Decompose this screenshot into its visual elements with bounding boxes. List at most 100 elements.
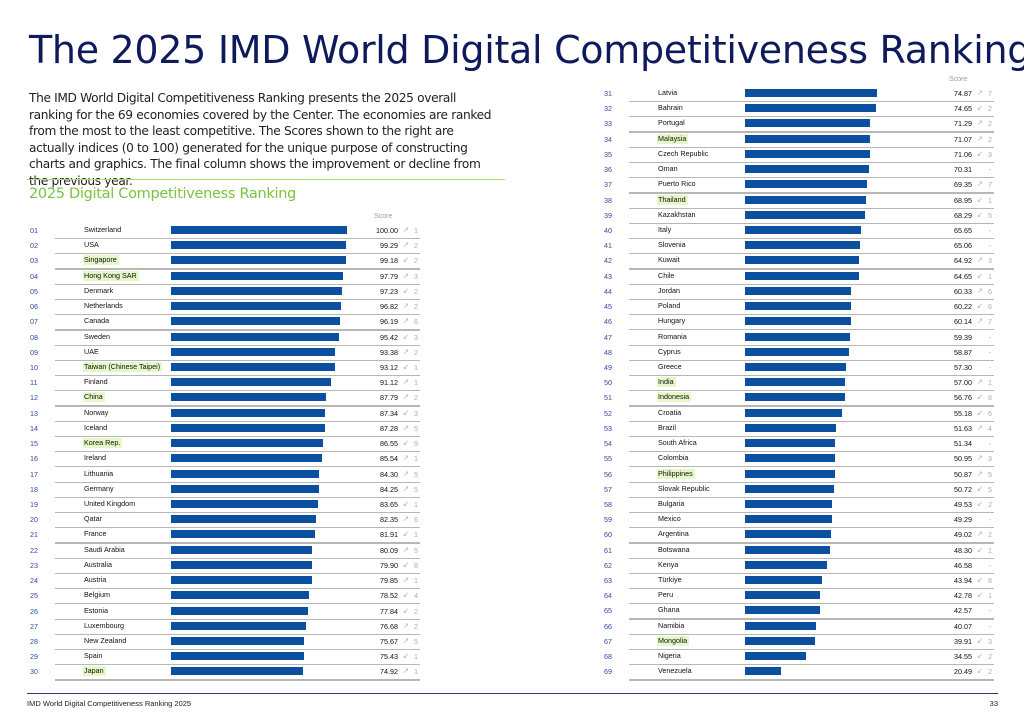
score-bar xyxy=(171,393,326,402)
economy-name: Hungary xyxy=(658,316,686,326)
score-value: 71.07 xyxy=(954,134,972,144)
economy-name: Korea Rep. xyxy=(83,438,123,449)
ranking-row: 52 Croatia 55.18 ↙ 6 xyxy=(604,406,994,422)
rank-change: 8 xyxy=(988,393,992,403)
ranking-row: 48 Cyprus 58.87 - xyxy=(604,345,994,361)
rank-change: 7 xyxy=(988,317,992,327)
score-column-header-left: Score xyxy=(374,213,393,220)
score-bar xyxy=(171,423,325,432)
rank-change: 4 xyxy=(414,591,418,601)
ranking-row: 40 Italy 65.65 - xyxy=(604,223,994,240)
ranking-row: 19 United Kingdom 83.65 ↙ 1 xyxy=(30,497,420,514)
score-value: 97.79 xyxy=(380,271,398,281)
ranking-row: 59 Mexico 49.29 - xyxy=(604,512,994,529)
rank-label: 23 xyxy=(30,560,38,570)
score-bar xyxy=(171,256,346,265)
economy-name: Chile xyxy=(658,270,675,280)
arrow-up-right-icon: ↗ xyxy=(976,422,983,432)
score-bar xyxy=(745,667,782,676)
rank-change: 6 xyxy=(414,317,418,327)
economy-name: Estonia xyxy=(84,605,108,615)
rank-change: 6 xyxy=(988,302,992,312)
ranking-row: 65 Ghana 42.57 - xyxy=(604,603,994,620)
rank-label: 46 xyxy=(604,317,612,327)
rank-label: 56 xyxy=(604,469,612,479)
score-bar xyxy=(171,636,305,645)
rank-change: 2 xyxy=(988,530,992,540)
score-bar xyxy=(745,636,816,645)
rank-change: - xyxy=(988,560,992,570)
score-value: 49.29 xyxy=(954,515,972,525)
row-separator xyxy=(55,511,420,514)
arrow-up-right-icon: ↗ xyxy=(402,620,409,630)
economy-name: Croatia xyxy=(658,407,682,417)
row-separator xyxy=(55,374,420,377)
row-separator xyxy=(55,481,420,483)
score-value: 42.78 xyxy=(954,591,972,601)
ranking-row: 63 Türkiye 43.94 ↙ 8 xyxy=(604,573,994,590)
row-separator xyxy=(55,588,420,590)
row-separator xyxy=(55,618,420,620)
rank-change: 4 xyxy=(988,423,992,433)
score-value: 84.25 xyxy=(380,484,398,494)
economy-name: Portugal xyxy=(658,118,685,128)
ranking-row: 16 Ireland 85.54 ↗ 1 xyxy=(30,451,420,468)
row-separator xyxy=(55,329,420,331)
ranking-row: 13 Norway 87.34 ↙ 3 xyxy=(30,406,420,422)
score-value: 97.23 xyxy=(380,286,398,296)
arrow-up-right-icon: ↗ xyxy=(976,316,983,326)
rank-label: 38 xyxy=(604,195,612,205)
rank-change: 1 xyxy=(414,226,418,235)
page-title: The 2025 IMD World Digital Competitivene… xyxy=(29,28,1024,72)
rank-label: 09 xyxy=(30,347,38,357)
score-value: 60.14 xyxy=(954,317,972,327)
economy-name: Finland xyxy=(84,377,108,387)
economy-name: Nigeria xyxy=(658,651,681,661)
row-separator xyxy=(55,572,420,575)
ranking-row: 56 Philippines 50.87 ↗ 5 xyxy=(604,467,994,483)
rank-change: 1 xyxy=(414,530,418,540)
score-bar xyxy=(745,165,869,174)
economy-name: Philippines xyxy=(657,468,695,479)
rank-change: - xyxy=(988,606,992,616)
arrow-up-right-icon: ↗ xyxy=(402,270,409,280)
row-separator xyxy=(55,527,420,529)
ranking-row: 47 Romania 59.39 - xyxy=(604,330,994,346)
score-value: 77.84 xyxy=(380,606,398,616)
ranking-row: 31 Latvia 74.87 ↗ 7 xyxy=(604,86,994,103)
score-bar xyxy=(171,469,320,478)
economy-name: Mongolia xyxy=(657,635,690,646)
rank-change: 6 xyxy=(988,286,992,296)
row-separator xyxy=(629,527,994,529)
rank-label: 41 xyxy=(604,241,612,251)
arrow-up-right-icon: ↗ xyxy=(402,240,409,250)
score-bar xyxy=(745,347,849,356)
row-separator xyxy=(55,435,420,438)
rank-label: 52 xyxy=(604,408,612,418)
row-separator xyxy=(55,420,420,422)
ranking-row: 67 Mongolia 39.91 ↙ 3 xyxy=(604,634,994,651)
arrow-down-left-icon: ↙ xyxy=(402,605,409,615)
ranking-row: 12 China 87.79 ↗ 2 xyxy=(30,390,420,407)
rank-label: 13 xyxy=(30,408,38,418)
row-separator xyxy=(629,374,994,377)
score-value: 96.82 xyxy=(380,302,398,312)
score-value: 100.00 xyxy=(376,226,398,235)
arrow-up-right-icon: ↗ xyxy=(402,392,409,402)
ranking-row: 17 Lithuania 84.30 ↗ 5 xyxy=(30,467,420,483)
arrow-down-left-icon: ↙ xyxy=(976,483,983,493)
rank-change: 6 xyxy=(988,408,992,418)
rank-label: 44 xyxy=(604,286,612,296)
arrow-down-left-icon: ↙ xyxy=(402,559,409,569)
economy-name: Cyprus xyxy=(658,346,681,356)
arrow-up-right-icon: ↗ xyxy=(976,453,983,463)
rank-label: 68 xyxy=(604,652,612,662)
rank-change: 3 xyxy=(988,454,992,464)
rank-change: 2 xyxy=(988,104,992,114)
footer-divider xyxy=(27,693,998,694)
score-value: 55.18 xyxy=(954,408,972,418)
economy-name: Bahrain xyxy=(658,103,683,113)
arrow-down-left-icon: ↙ xyxy=(976,270,983,280)
score-value: 75.43 xyxy=(380,652,398,662)
score-bar xyxy=(745,515,832,524)
